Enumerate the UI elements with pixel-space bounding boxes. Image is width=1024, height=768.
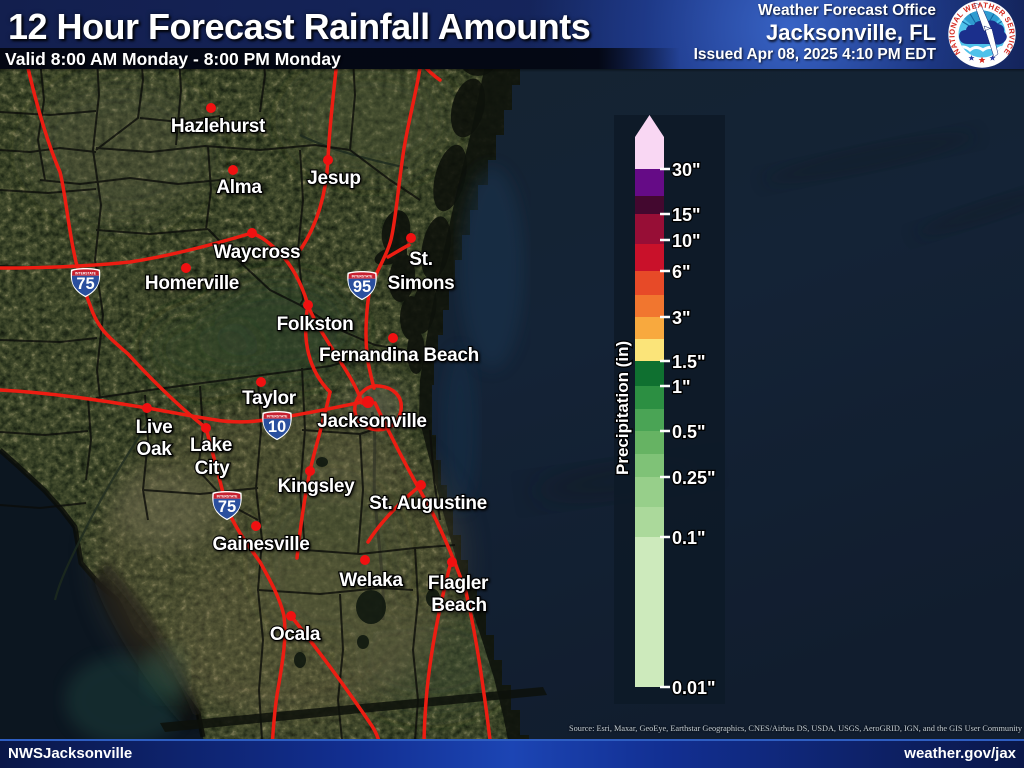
svg-text:Taylor: Taylor: [242, 388, 297, 409]
svg-text:0.25": 0.25": [672, 468, 716, 488]
svg-text:St. Augustine: St. Augustine: [369, 493, 487, 514]
svg-text:3": 3": [672, 308, 691, 328]
svg-text:75: 75: [218, 498, 236, 516]
svg-text:95: 95: [353, 278, 371, 296]
svg-text:Waycross: Waycross: [214, 242, 301, 263]
svg-text:1.5": 1.5": [672, 352, 706, 372]
svg-text:Fernandina Beach: Fernandina Beach: [319, 345, 479, 366]
svg-text:Homerville: Homerville: [145, 273, 239, 294]
svg-text:Live: Live: [136, 417, 173, 438]
svg-text:Precipitation (in): Precipitation (in): [613, 341, 632, 475]
svg-text:10: 10: [268, 418, 286, 436]
svg-text:6": 6": [672, 262, 691, 282]
svg-text:Jesup: Jesup: [307, 168, 360, 189]
svg-text:Folkston: Folkston: [277, 314, 354, 335]
svg-text:Beach: Beach: [431, 595, 487, 616]
svg-text:0.5": 0.5": [672, 422, 706, 442]
svg-text:0.01": 0.01": [672, 678, 716, 698]
svg-text:Flagler: Flagler: [428, 573, 489, 594]
svg-text:15": 15": [672, 205, 701, 225]
svg-text:Hazlehurst: Hazlehurst: [171, 116, 266, 137]
svg-text:Jacksonville: Jacksonville: [317, 411, 426, 432]
svg-text:Ocala: Ocala: [270, 624, 321, 645]
svg-text:75: 75: [76, 275, 94, 293]
svg-text:10": 10": [672, 231, 701, 251]
svg-text:St.: St.: [409, 249, 432, 270]
svg-text:Welaka: Welaka: [339, 570, 403, 591]
svg-text:City: City: [195, 458, 230, 479]
svg-text:Alma: Alma: [216, 177, 262, 198]
svg-text:0.1": 0.1": [672, 528, 706, 548]
svg-text:Oak: Oak: [136, 439, 172, 460]
svg-text:Simons: Simons: [388, 273, 455, 294]
svg-text:1": 1": [672, 377, 691, 397]
svg-text:Kingsley: Kingsley: [278, 476, 356, 497]
svg-text:Lake: Lake: [190, 435, 232, 456]
svg-text:Gainesville: Gainesville: [212, 534, 309, 555]
svg-text:30": 30": [672, 160, 701, 180]
